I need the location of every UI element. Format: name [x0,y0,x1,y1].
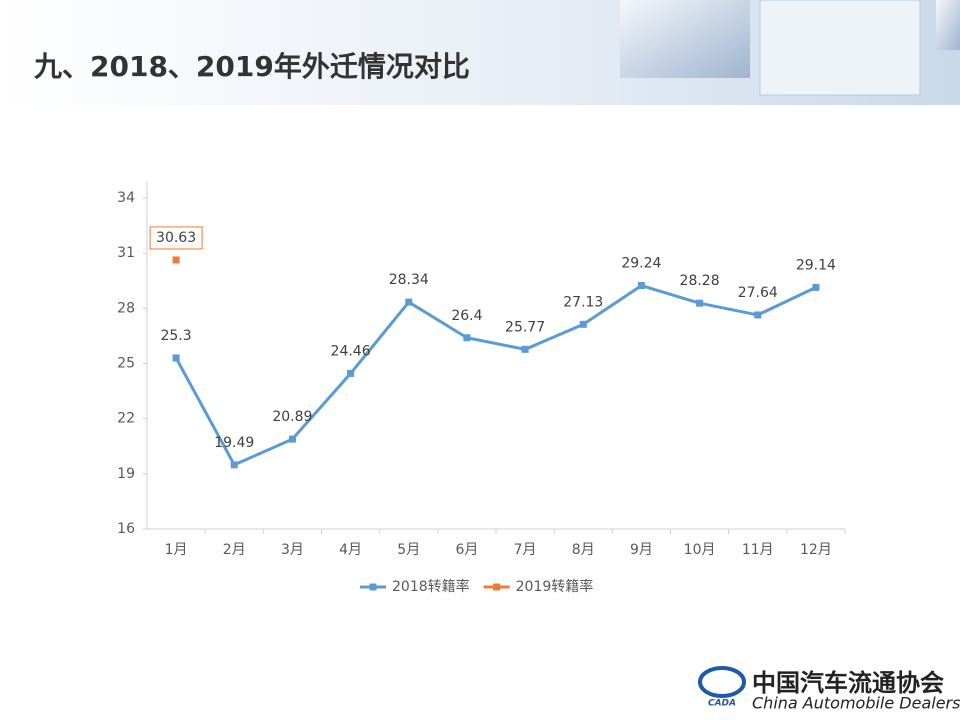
x-tick-label: 8月 [572,542,595,558]
y-tick-label: 31 [117,245,135,261]
x-tick-label: 11月 [742,542,774,558]
header-decoration [936,0,960,50]
x-tick-label: 5月 [397,542,420,558]
data-label: 28.28 [680,273,720,289]
legend-marker [369,583,377,591]
footer-logo: CADA 中国汽车流通协会 China Automobile Dealers [698,666,960,713]
point [172,256,180,264]
data-label: 29.14 [796,257,836,273]
point [637,282,645,290]
header-decoration [759,0,921,96]
data-label: 24.46 [331,343,371,359]
logo-shape [698,666,746,698]
y-tick-label: 22 [117,411,135,427]
legend-label: 2018转籍率 [392,578,470,595]
x-tick-label: 2月 [223,542,246,558]
point [288,435,296,443]
data-label: 27.64 [738,285,778,301]
logo-text: CADA [708,699,736,709]
data-label: 25.3 [160,328,191,344]
y-tick-label: 16 [117,521,135,537]
x-tick-label: 6月 [455,542,478,558]
point [463,334,471,342]
point [172,354,180,362]
y-tick-label: 25 [117,356,135,372]
y-tick-label: 34 [117,190,135,206]
point [754,311,762,319]
data-label: 19.49 [214,435,254,451]
point [812,283,820,291]
data-label: 29.24 [621,256,661,272]
x-tick-label: 3月 [281,542,304,558]
data-label: 30.63 [156,230,196,246]
data-label: 25.77 [505,319,545,335]
point [230,461,238,469]
y-tick-label: 28 [117,300,135,316]
legend-label: 2019转籍率 [516,578,594,595]
x-tick-label: 10月 [684,542,716,558]
legend-marker [493,583,501,591]
point [347,369,355,377]
data-label: 20.89 [272,409,312,425]
series-line [174,284,817,467]
x-tick-label: 9月 [630,542,653,558]
y-tick-label: 19 [117,466,135,482]
slide-title: 九、2018、2019年外迁情况对比 [34,50,470,83]
point [696,299,704,307]
x-tick-label: 4月 [339,542,362,558]
org-name: 中国汽车流通协会 [752,669,944,697]
data-label: 28.34 [389,272,429,288]
data-label: 27.13 [563,294,603,310]
point [521,345,529,353]
data-label: 26.4 [451,308,482,324]
x-tick-label: 1月 [165,542,188,558]
header-decoration [620,0,750,78]
point [579,320,587,328]
x-tick-label: 7月 [514,542,537,558]
x-tick-label: 12月 [800,542,832,558]
org-name-en: China Automobile Dealers [752,694,960,713]
point [405,298,413,306]
label-box [149,226,203,250]
